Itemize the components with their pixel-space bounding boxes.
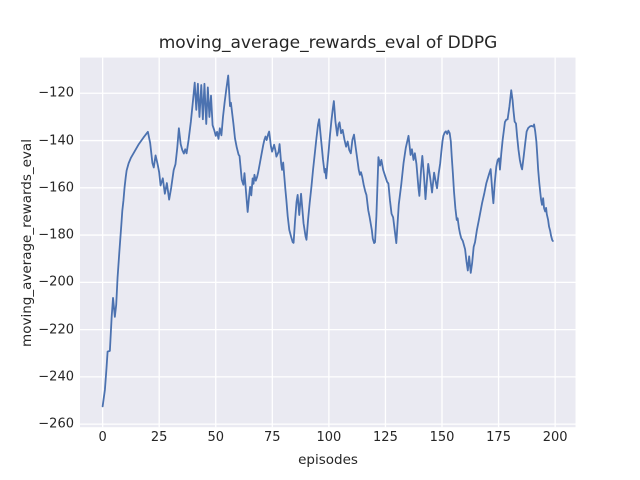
x-tick-label: 175 (486, 430, 511, 445)
y-tick-label: −140 (38, 133, 74, 149)
x-tick-label: 150 (429, 430, 455, 445)
data-line-series (101, 74, 554, 408)
y-tick-label: −200 (38, 274, 74, 290)
x-tick-label: 0 (98, 430, 107, 445)
y-tick-label: −160 (38, 180, 74, 196)
y-tick-label: −260 (38, 416, 74, 432)
x-axis-label: episodes (298, 452, 358, 468)
y-axis-label: moving_average_rewards_eval (19, 139, 35, 347)
chart-title: moving_average_rewards_eval of DDPG (158, 33, 498, 53)
x-tick-label: 75 (264, 430, 281, 445)
y-tick-label: −180 (38, 227, 74, 243)
y-tick-label: −120 (38, 85, 74, 101)
x-tick-label: 50 (207, 430, 225, 445)
x-tick-label: 100 (316, 430, 342, 445)
x-tick-label: 125 (373, 430, 398, 445)
x-tick-label: 25 (150, 430, 168, 445)
plot-background (80, 57, 576, 428)
y-tick-label: −240 (38, 369, 74, 385)
y-tick-label: −220 (38, 322, 74, 338)
x-tick-label: 200 (542, 430, 568, 445)
